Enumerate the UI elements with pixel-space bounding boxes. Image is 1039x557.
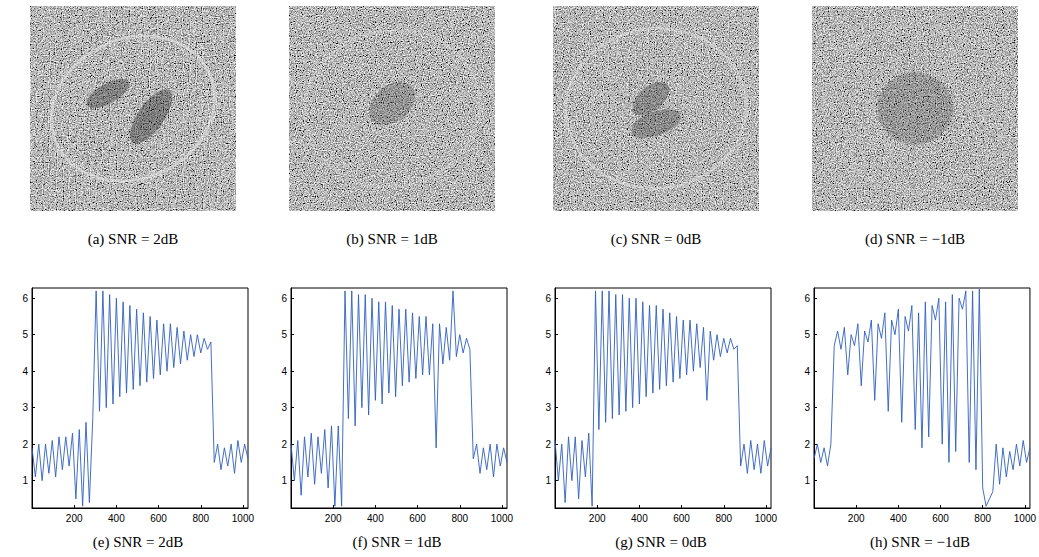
svg-text:5: 5 [804, 329, 810, 340]
svg-text:200: 200 [66, 513, 83, 524]
svg-text:600: 600 [673, 513, 690, 524]
svg-text:(d) SNR = −1dB: (d) SNR = −1dB [865, 231, 965, 248]
svg-text:3: 3 [545, 402, 551, 413]
svg-text:(h) SNR = −1dB: (h) SNR = −1dB [870, 534, 970, 551]
svg-text:400: 400 [367, 513, 384, 524]
svg-text:(a) SNR = 2dB: (a) SNR = 2dB [88, 231, 179, 248]
svg-text:4: 4 [804, 366, 810, 377]
svg-text:1: 1 [804, 475, 810, 486]
svg-text:(g) SNR = 0dB: (g) SNR = 0dB [615, 534, 706, 551]
svg-text:4: 4 [281, 366, 287, 377]
svg-text:1: 1 [545, 475, 551, 486]
svg-text:3: 3 [281, 402, 287, 413]
svg-text:6: 6 [545, 293, 551, 304]
svg-text:1: 1 [281, 475, 287, 486]
svg-text:600: 600 [409, 513, 426, 524]
svg-text:(b) SNR = 1dB: (b) SNR = 1dB [346, 231, 437, 248]
svg-text:1000: 1000 [232, 513, 255, 524]
svg-text:800: 800 [192, 513, 209, 524]
svg-text:6: 6 [22, 293, 28, 304]
svg-text:(f) SNR = 1dB: (f) SNR = 1dB [353, 534, 442, 551]
svg-text:1000: 1000 [491, 513, 514, 524]
svg-text:400: 400 [631, 513, 648, 524]
svg-text:2: 2 [545, 439, 551, 450]
svg-text:800: 800 [974, 513, 991, 524]
svg-text:3: 3 [804, 402, 810, 413]
svg-text:400: 400 [890, 513, 907, 524]
svg-text:1000: 1000 [755, 513, 778, 524]
svg-text:6: 6 [281, 293, 287, 304]
svg-text:(e) SNR = 2dB: (e) SNR = 2dB [93, 534, 184, 551]
svg-text:2: 2 [804, 439, 810, 450]
svg-text:5: 5 [281, 329, 287, 340]
svg-text:1: 1 [22, 475, 28, 486]
svg-text:800: 800 [715, 513, 732, 524]
svg-text:600: 600 [932, 513, 949, 524]
svg-text:2: 2 [22, 439, 28, 450]
svg-text:400: 400 [108, 513, 125, 524]
svg-text:6: 6 [804, 293, 810, 304]
svg-text:200: 200 [589, 513, 606, 524]
svg-text:200: 200 [325, 513, 342, 524]
svg-text:(c) SNR = 0dB: (c) SNR = 0dB [611, 231, 702, 248]
svg-text:4: 4 [22, 366, 28, 377]
svg-text:600: 600 [150, 513, 167, 524]
svg-text:3: 3 [22, 402, 28, 413]
svg-text:4: 4 [545, 366, 551, 377]
svg-text:5: 5 [545, 329, 551, 340]
svg-text:1000: 1000 [1014, 513, 1037, 524]
svg-text:5: 5 [22, 329, 28, 340]
svg-text:200: 200 [848, 513, 865, 524]
svg-text:2: 2 [281, 439, 287, 450]
svg-text:800: 800 [451, 513, 468, 524]
